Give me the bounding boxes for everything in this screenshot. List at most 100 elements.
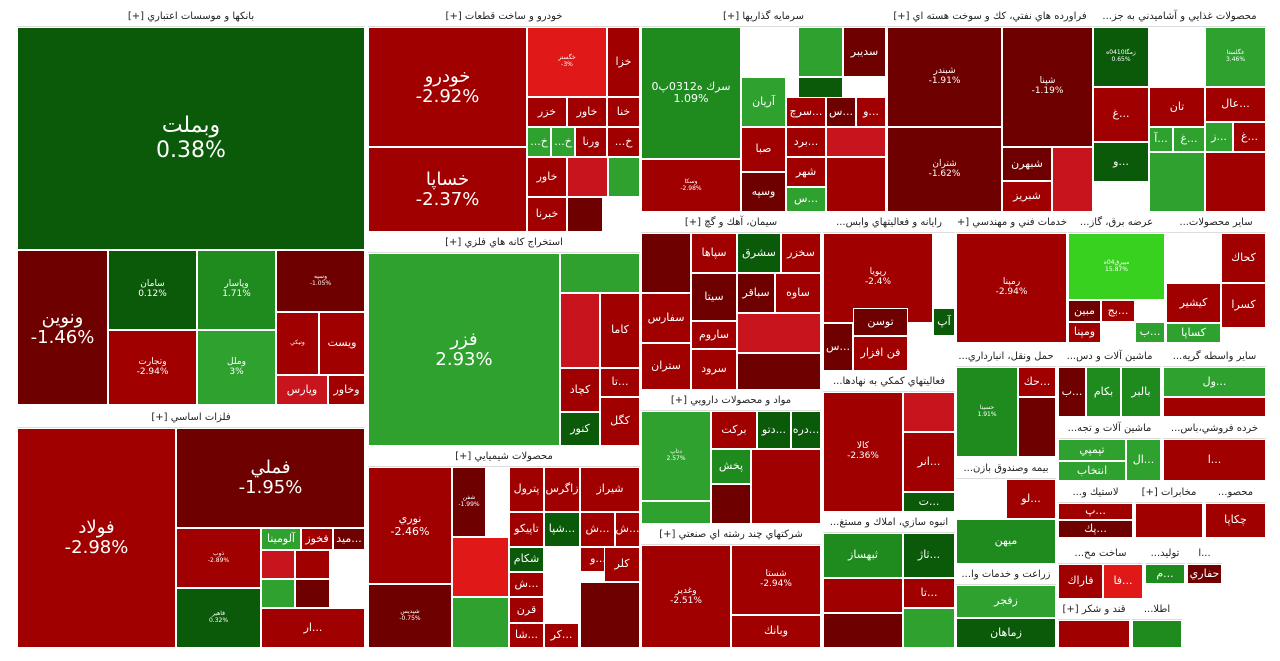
stock-tile[interactable]: بالبر bbox=[1121, 367, 1161, 417]
stock-tile[interactable]: ...کر bbox=[544, 623, 579, 648]
stock-tile[interactable]: ...انر bbox=[903, 432, 955, 492]
stock-tile[interactable]: رمپنا -2.94% bbox=[956, 233, 1067, 343]
stock-tile[interactable]: ويست bbox=[319, 312, 365, 375]
stock-tile[interactable]: حفاري bbox=[1187, 564, 1222, 584]
stock-tile[interactable]: خودرو -2.92% bbox=[368, 27, 527, 147]
sector-header[interactable]: خدمات فني و مهندسي [+] bbox=[956, 213, 1067, 233]
stock-tile[interactable]: ...غ bbox=[1173, 127, 1205, 152]
stock-tile[interactable] bbox=[823, 613, 903, 648]
stock-tile[interactable]: ذوب -2.89% bbox=[176, 528, 261, 588]
stock-tile[interactable]: کگل bbox=[600, 397, 640, 446]
stock-tile[interactable]: فخوز bbox=[301, 528, 333, 550]
stock-tile[interactable]: زماهان bbox=[956, 618, 1056, 648]
stock-tile[interactable]: ...س bbox=[786, 187, 826, 212]
stock-tile[interactable]: ...س bbox=[823, 323, 853, 371]
sector-header[interactable]: عرضه برق، گاز... bbox=[1068, 213, 1165, 233]
stock-tile[interactable]: تان bbox=[1149, 87, 1205, 127]
stock-tile[interactable]: ...ول bbox=[1163, 367, 1266, 397]
stock-tile[interactable]: سرود bbox=[691, 349, 737, 390]
stock-tile[interactable]: کنور bbox=[560, 412, 600, 446]
stock-tile[interactable] bbox=[452, 597, 509, 648]
stock-tile[interactable]: ...دره bbox=[791, 411, 821, 449]
stock-tile[interactable]: زمگا0410ه 0.65% bbox=[1093, 27, 1149, 87]
sector-header[interactable]: فعاليتهاي كمكي به نهادها... bbox=[823, 372, 955, 392]
stock-tile[interactable]: دتاپ 2.57% bbox=[641, 411, 711, 501]
stock-tile[interactable]: زفجر bbox=[956, 585, 1056, 618]
sector-header[interactable]: سيمان، آهك و گچ [+] bbox=[641, 213, 821, 233]
stock-tile[interactable]: شبريز bbox=[1002, 181, 1052, 212]
sector-header[interactable]: محصولات غذايي و آشاميدني به جز... bbox=[1093, 7, 1266, 27]
stock-tile[interactable]: خگستر -3% bbox=[527, 27, 607, 97]
stock-tile[interactable]: وغدير -2.51% bbox=[641, 545, 731, 648]
stock-tile[interactable]: ...ال bbox=[1126, 439, 1161, 481]
stock-tile[interactable]: ...ت bbox=[903, 492, 955, 512]
stock-tile[interactable]: قرن bbox=[509, 597, 544, 623]
stock-tile[interactable]: ...لو bbox=[1006, 479, 1056, 519]
stock-tile[interactable]: خاور bbox=[527, 157, 567, 197]
stock-tile[interactable]: کاما bbox=[600, 293, 640, 368]
stock-tile[interactable]: شبندر -1.91% bbox=[887, 27, 1002, 127]
stock-tile[interactable]: ساوه bbox=[775, 273, 821, 313]
stock-tile[interactable]: تاپيکو bbox=[509, 512, 544, 547]
stock-tile[interactable] bbox=[737, 353, 821, 390]
stock-tile[interactable]: خبرنا bbox=[527, 197, 567, 232]
stock-tile[interactable]: ...تا bbox=[600, 368, 640, 397]
stock-tile[interactable]: كحاك bbox=[1221, 233, 1266, 283]
stock-tile[interactable] bbox=[295, 579, 330, 608]
stock-tile[interactable]: سخزر bbox=[781, 233, 821, 273]
stock-tile[interactable]: خ... bbox=[607, 127, 640, 157]
stock-tile[interactable]: وسپه -1.05% bbox=[276, 250, 365, 312]
stock-tile[interactable]: توسن bbox=[853, 308, 908, 336]
stock-tile[interactable]: تپمپي bbox=[1058, 439, 1126, 461]
stock-tile[interactable]: سديبر bbox=[843, 27, 886, 77]
sector-header[interactable]: ماشين آلات و دس... bbox=[1058, 347, 1161, 367]
stock-tile[interactable]: ...ثاژ bbox=[903, 533, 955, 578]
stock-tile[interactable]: ميبرق04ه 15.87% bbox=[1068, 233, 1165, 300]
stock-tile[interactable]: ...برد bbox=[786, 127, 826, 157]
stock-tile[interactable] bbox=[737, 313, 821, 353]
stock-tile[interactable]: سفارس bbox=[641, 293, 691, 343]
stock-tile[interactable] bbox=[903, 392, 955, 432]
stock-tile[interactable] bbox=[711, 484, 751, 524]
stock-tile[interactable]: شيراز bbox=[580, 467, 640, 512]
stock-tile[interactable]: شکام bbox=[509, 547, 544, 572]
stock-tile[interactable]: وتجارت -2.94% bbox=[108, 330, 197, 405]
stock-tile[interactable]: شپديس -0.75% bbox=[368, 584, 452, 648]
stock-tile[interactable]: ومپنا bbox=[1068, 322, 1101, 343]
sector-header[interactable]: خودرو و ساخت قطعات [+] bbox=[368, 7, 640, 27]
sector-header[interactable]: شرکتهاي چند رشته اي صنعتي [+] bbox=[641, 525, 821, 545]
stock-tile[interactable]: وملل 3% bbox=[197, 330, 276, 405]
stock-tile[interactable]: برکت bbox=[711, 411, 757, 449]
stock-tile[interactable]: ...سرچ bbox=[786, 97, 826, 127]
stock-tile[interactable]: بكام bbox=[1086, 367, 1121, 417]
stock-tile[interactable] bbox=[903, 608, 955, 648]
stock-tile[interactable]: ...دتو bbox=[757, 411, 791, 449]
stock-tile[interactable]: شتران -1.62% bbox=[887, 127, 1002, 212]
stock-tile[interactable]: ...ش bbox=[580, 512, 615, 547]
stock-tile[interactable]: کلر bbox=[604, 547, 640, 582]
stock-tile[interactable] bbox=[1149, 152, 1205, 212]
stock-tile[interactable]: ورنا bbox=[575, 127, 607, 157]
stock-tile[interactable] bbox=[751, 449, 821, 524]
stock-tile[interactable]: وسپه bbox=[741, 172, 786, 212]
stock-tile[interactable]: فولاد -2.98% bbox=[17, 428, 176, 648]
stock-tile[interactable]: فملي -1.95% bbox=[176, 428, 365, 528]
stock-tile[interactable]: شهر bbox=[786, 157, 826, 187]
stock-tile[interactable]: ...شپا bbox=[544, 512, 580, 547]
sector-header[interactable]: خرده فروشي،باس... bbox=[1163, 419, 1266, 439]
stock-tile[interactable]: ...غ bbox=[1233, 122, 1266, 152]
stock-tile[interactable]: وسکا -2.98% bbox=[641, 159, 741, 212]
sector-header[interactable]: اطلا... bbox=[1132, 600, 1182, 620]
stock-tile[interactable] bbox=[1135, 503, 1203, 538]
sector-header[interactable]: ساير محصولات... bbox=[1166, 213, 1266, 233]
stock-tile[interactable] bbox=[608, 157, 640, 197]
stock-tile[interactable]: ...و bbox=[856, 97, 886, 127]
stock-tile[interactable]: ...غ bbox=[1093, 87, 1149, 142]
stock-tile[interactable] bbox=[560, 253, 640, 293]
stock-tile[interactable]: آريان bbox=[741, 77, 786, 127]
stock-tile[interactable]: ونوين -1.46% bbox=[17, 250, 108, 405]
stock-tile[interactable]: فزر 2.93% bbox=[368, 253, 560, 446]
stock-tile[interactable] bbox=[1132, 620, 1182, 648]
stock-tile[interactable]: سپاها bbox=[691, 233, 737, 273]
stock-tile[interactable]: ...ش bbox=[615, 512, 640, 547]
